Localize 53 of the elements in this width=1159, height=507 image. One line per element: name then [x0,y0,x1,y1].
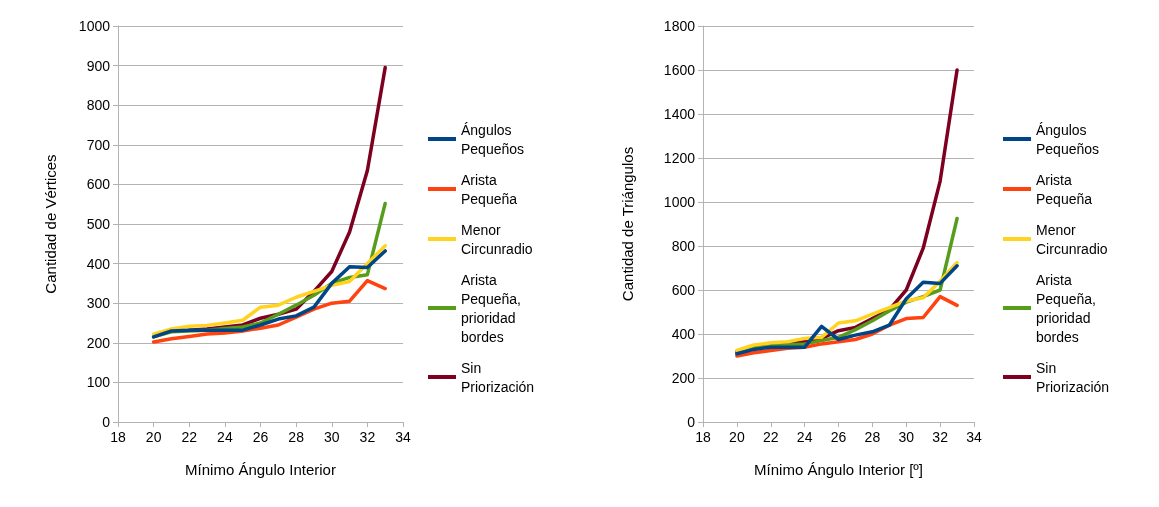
x-tick-label: 20 [145,429,162,445]
x-axis-title: Mínimo Ángulo Interior [185,461,336,478]
y-tick-label: 1200 [663,150,696,166]
y-axis-title: Cantidad de Triángulos [619,146,636,302]
legend-label: Menor Circunradio [1036,221,1108,257]
legend-label: Arista Pequeña, prioridad bordes [1036,271,1096,345]
y-tick-label: 800 [86,97,111,114]
y-tick-label: 500 [86,216,111,232]
y-tick-label: 200 [86,334,111,351]
y-tick-label: 400 [86,255,111,272]
y-axis-title: Cantidad de Vértices [42,154,59,294]
x-tick-label: 30 [898,429,915,445]
y-tick-label: 900 [86,57,111,74]
y-tick-label: 100 [86,374,111,391]
legend-label: Arista Pequeña [1036,171,1093,207]
y-tick-label: 700 [86,136,111,153]
x-tick-label: 32 [359,429,376,445]
x-tick-label: 30 [323,429,340,445]
x-axis-title: Mínimo Ángulo Interior [º] [754,461,923,478]
y-tick-label: 1600 [663,62,696,78]
legend-label: Menor Circunradio [461,221,533,257]
y-tick-label: 300 [86,295,111,312]
y-tick-label: 0 [687,414,696,430]
x-tick-label: 28 [288,429,305,445]
x-tick-label: 26 [252,429,269,445]
y-tick-label: 1800 [663,18,696,34]
y-tick-label: 800 [671,238,696,254]
legend-label: Ángulos Pequeños [1036,121,1100,157]
x-tick-label: 22 [181,429,198,445]
y-tick-label: 400 [671,326,696,342]
x-tick-label: 32 [932,429,949,445]
y-tick-label: 1000 [78,18,111,34]
x-tick-label: 34 [395,429,411,445]
y-tick-label: 1400 [663,106,696,122]
x-tick-label: 20 [729,429,745,445]
x-tick-label: 18 [695,429,711,445]
y-tick-label: 0 [102,414,111,430]
y-tick-label: 600 [86,176,111,193]
x-tick-label: 18 [110,429,126,445]
legend-label: Arista Pequeña [461,171,518,207]
y-tick-label: 1000 [663,194,696,210]
y-tick-label: 600 [671,282,696,298]
legend-label: Sin Priorización [461,359,535,395]
x-tick-label: 26 [830,429,847,445]
x-tick-label: 28 [864,429,881,445]
legend-label: Ángulos Pequeños [461,121,525,157]
y-tick-label: 200 [671,370,696,386]
legend-label: Arista Pequeña, prioridad bordes [461,271,521,345]
legend-label: Sin Priorización [1036,359,1110,395]
x-tick-label: 24 [796,429,813,445]
x-tick-label: 34 [966,429,982,445]
x-tick-label: 22 [762,429,779,445]
x-tick-label: 24 [217,429,233,445]
